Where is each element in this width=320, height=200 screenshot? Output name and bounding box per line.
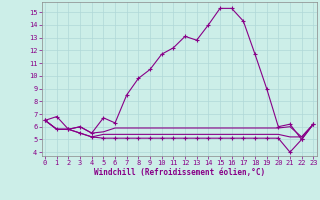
X-axis label: Windchill (Refroidissement éolien,°C): Windchill (Refroidissement éolien,°C) xyxy=(94,168,265,177)
